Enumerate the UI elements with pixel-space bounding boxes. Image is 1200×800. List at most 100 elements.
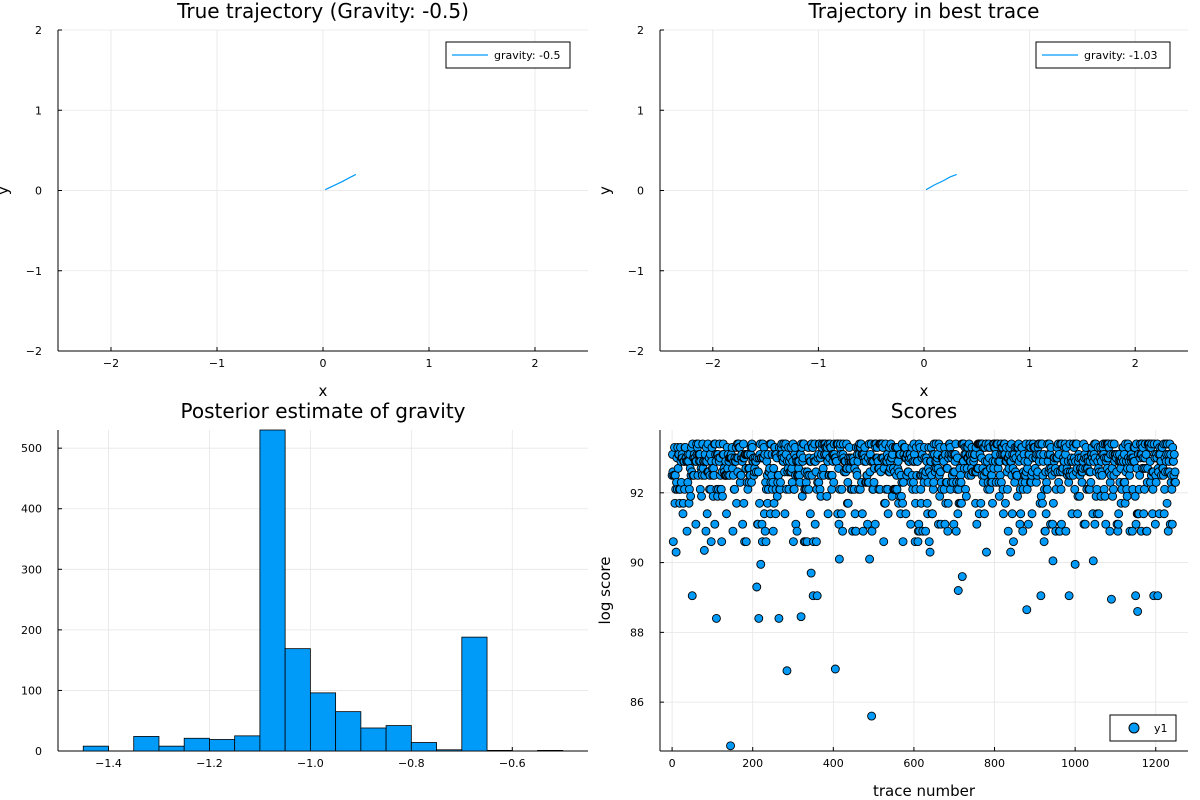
score-point bbox=[782, 666, 792, 676]
score-point bbox=[830, 664, 840, 674]
score-point bbox=[722, 509, 731, 519]
score-point bbox=[1016, 509, 1026, 519]
score-point bbox=[1114, 509, 1124, 519]
x-tick-label: −1.4 bbox=[95, 757, 122, 770]
score-point bbox=[1042, 484, 1052, 494]
score-point bbox=[922, 498, 932, 508]
score-point bbox=[1000, 498, 1010, 508]
subplot-1: −2 −1 0 1 2 −2 −1 0 1 2 True trajectory (Gravity: … bbox=[0, 0, 588, 400]
score-point bbox=[806, 568, 816, 578]
histogram-bar bbox=[486, 749, 513, 752]
x-tick-label: −0.6 bbox=[499, 757, 526, 770]
score-point bbox=[811, 537, 821, 547]
score-point bbox=[741, 537, 751, 547]
histogram-bar bbox=[183, 737, 210, 752]
score-point bbox=[1131, 591, 1141, 601]
x-tick-label: 0 bbox=[320, 357, 327, 370]
y-tick-label: −1 bbox=[26, 265, 42, 278]
x-tick-label: −2 bbox=[705, 357, 721, 370]
histogram-bar bbox=[133, 736, 160, 752]
score-point bbox=[1041, 509, 1051, 519]
score-point bbox=[756, 559, 766, 569]
x-tick-label: −1 bbox=[209, 357, 225, 370]
legend: gravity: -1.03 bbox=[1035, 41, 1171, 69]
x-tick-label: 1000 bbox=[1061, 757, 1089, 770]
histogram-bar bbox=[360, 727, 387, 752]
score-point bbox=[753, 467, 763, 477]
x-tick-label: −0.8 bbox=[398, 757, 425, 770]
score-point bbox=[850, 509, 860, 519]
score-point bbox=[1002, 484, 1012, 494]
y-tick-label: 200 bbox=[21, 624, 42, 637]
histogram-bar bbox=[335, 711, 362, 752]
score-point bbox=[710, 519, 720, 529]
x-tick-label: −1.2 bbox=[196, 757, 223, 770]
score-point bbox=[1048, 498, 1058, 508]
score-point bbox=[1142, 526, 1152, 536]
score-point bbox=[953, 509, 963, 519]
score-point bbox=[1038, 498, 1047, 508]
y-tick-label: 0 bbox=[35, 185, 42, 198]
score-point bbox=[1139, 509, 1149, 519]
score-point bbox=[1040, 526, 1050, 536]
histogram-bar bbox=[158, 745, 185, 752]
score-point bbox=[1113, 519, 1123, 529]
score-point bbox=[837, 484, 847, 494]
histogram-bar bbox=[259, 429, 286, 752]
score-point bbox=[858, 526, 868, 536]
score-point bbox=[1105, 526, 1115, 536]
subplot-2: −2 −1 0 1 2 −2 −1 0 1 2 Trajectory in best trace x y… bbox=[596, 0, 1188, 400]
score-point bbox=[898, 537, 908, 547]
score-point bbox=[857, 509, 867, 519]
score-point bbox=[706, 537, 716, 547]
score-point bbox=[988, 498, 997, 508]
trajectory-line bbox=[925, 173, 957, 191]
score-point bbox=[682, 526, 692, 536]
score-point bbox=[1023, 519, 1033, 529]
score-point bbox=[865, 554, 875, 564]
score-point bbox=[1109, 439, 1119, 449]
score-point bbox=[852, 470, 862, 480]
x-axis-label: trace number bbox=[873, 782, 976, 800]
score-point bbox=[701, 526, 711, 536]
score-point bbox=[671, 547, 681, 557]
score-point bbox=[863, 519, 873, 529]
score-point bbox=[822, 491, 832, 501]
score-point bbox=[953, 586, 963, 595]
score-point bbox=[1036, 591, 1046, 601]
chart-title: True trajectory (Gravity: -0.5) bbox=[176, 0, 469, 23]
score-point bbox=[1064, 591, 1074, 601]
y-tick-label: 1 bbox=[35, 104, 42, 117]
score-point bbox=[1169, 449, 1179, 459]
histogram-bar bbox=[436, 749, 463, 752]
y-tick-label: 90 bbox=[630, 557, 644, 570]
x-tick-label: −1 bbox=[810, 357, 826, 370]
y-tick-label: −2 bbox=[628, 345, 644, 358]
score-point bbox=[924, 537, 934, 547]
histogram-bar bbox=[309, 692, 337, 752]
score-point bbox=[998, 509, 1008, 519]
score-point bbox=[1167, 519, 1177, 529]
score-point bbox=[1141, 449, 1151, 459]
histogram-bar bbox=[410, 742, 437, 752]
score-point bbox=[810, 519, 820, 529]
score-point bbox=[834, 519, 844, 529]
y-tick-label: 86 bbox=[630, 696, 644, 709]
score-point bbox=[1170, 467, 1180, 477]
legend: gravity: -0.5 bbox=[445, 41, 571, 69]
legend-label: y1 bbox=[1154, 722, 1168, 735]
x-tick-label: 400 bbox=[823, 757, 844, 770]
x-axis-label: x bbox=[920, 382, 929, 400]
score-point bbox=[752, 582, 762, 592]
score-point bbox=[1162, 498, 1172, 508]
score-point bbox=[718, 491, 727, 501]
y-tick-label: 2 bbox=[35, 24, 42, 37]
score-point bbox=[1153, 591, 1163, 601]
score-point bbox=[834, 554, 844, 564]
score-point bbox=[838, 526, 848, 536]
y-axis-label: y bbox=[596, 186, 614, 195]
x-tick-label: 600 bbox=[903, 757, 924, 770]
legend: y1 bbox=[1109, 714, 1177, 742]
score-point bbox=[901, 509, 911, 519]
score-point bbox=[1077, 477, 1087, 487]
